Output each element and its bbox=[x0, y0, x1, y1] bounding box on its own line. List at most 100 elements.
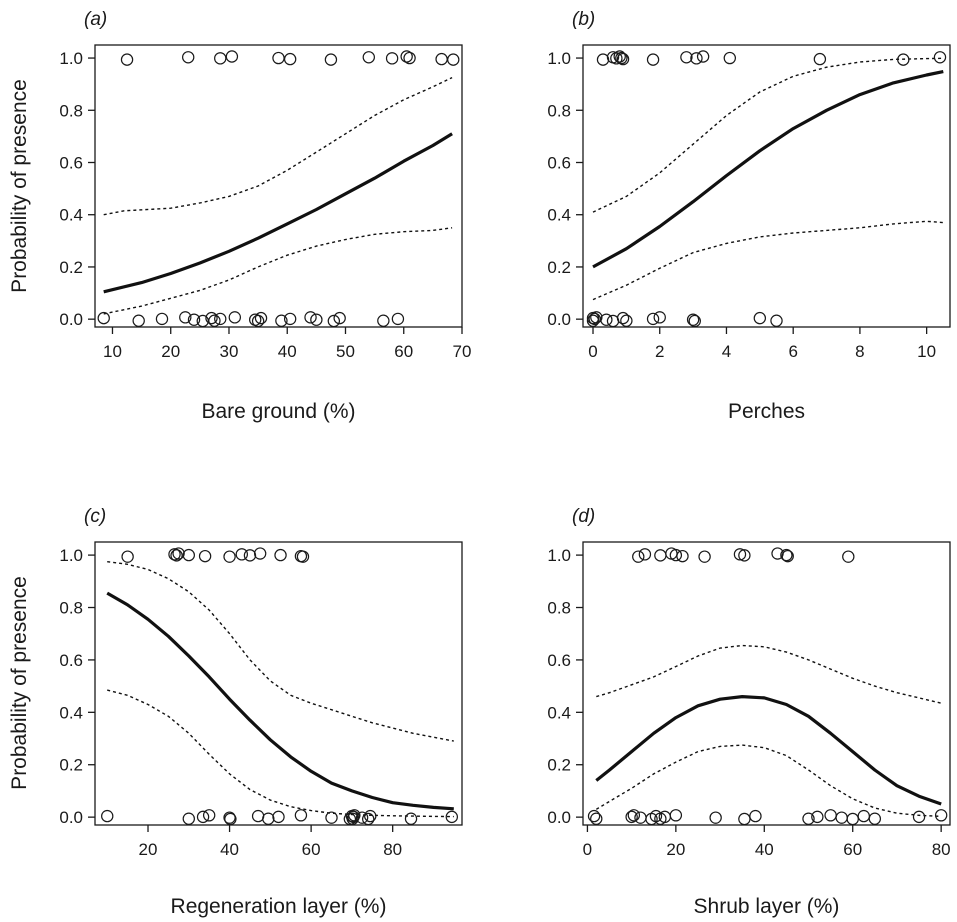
panel-a-presence-point bbox=[214, 52, 227, 65]
panel-d-absence-point bbox=[749, 809, 762, 823]
panel-a-x-tick-label: 10 bbox=[103, 342, 122, 361]
panel-a-y-axis-title: Probability of presence bbox=[8, 79, 31, 293]
panel-c-y-tick-label: 0.4 bbox=[59, 703, 83, 722]
panel-c-presence-point bbox=[170, 549, 183, 562]
panel-b-x-tick-label: 4 bbox=[722, 342, 731, 361]
panel-a-presence-point bbox=[400, 50, 413, 63]
panel-a-presence-point bbox=[120, 53, 134, 66]
panel-b-presence-point bbox=[616, 52, 630, 66]
panel-b-presence-point bbox=[613, 50, 626, 63]
panel-b-absence-point bbox=[770, 314, 783, 327]
panel-a-absence-point bbox=[333, 311, 346, 325]
panel-a: (a) 10 20 30 40 50 60 70 0.0 0.2 0.4 0.6 0.8 1.0 Ba… bbox=[8, 9, 471, 423]
panel-b-ci-lower-line bbox=[592, 220, 944, 301]
panel-c-x-ticks: 20 40 60 80 bbox=[139, 825, 402, 859]
panel-b-absence-point bbox=[616, 311, 630, 325]
panel-d-presence-point bbox=[738, 549, 751, 562]
panel-d-absence-point bbox=[912, 810, 926, 824]
panel-d-absence-point bbox=[625, 810, 638, 824]
panel-a-fitted-curve bbox=[103, 132, 453, 294]
panel-a-x-tick-label: 40 bbox=[278, 342, 297, 361]
panel-a-x-tick-label: 70 bbox=[453, 342, 472, 361]
panel-b-presence-point bbox=[897, 53, 910, 66]
panel-c-absence-point bbox=[362, 812, 375, 826]
panel-a-absence-point bbox=[254, 311, 268, 325]
panel-b-x-tick-label: 10 bbox=[917, 342, 936, 361]
panel-a-absence-point bbox=[155, 312, 169, 326]
panel-d-absence-point bbox=[709, 811, 722, 824]
panel-c-x-tick-label: 60 bbox=[302, 840, 321, 859]
panel-a-absence-point bbox=[304, 311, 317, 324]
panel-b-x-tick-label: 8 bbox=[855, 342, 864, 361]
panel-b-presence-point bbox=[680, 51, 693, 64]
panel-d-presence-point bbox=[733, 548, 747, 561]
panel-d-x-ticks: 0 20 40 60 80 bbox=[583, 825, 951, 859]
panel-a-absence-point bbox=[97, 311, 110, 325]
panel-c-presence-point bbox=[274, 548, 287, 562]
panel-c-absence-point bbox=[404, 812, 418, 825]
panel-b-absence-point bbox=[646, 312, 660, 326]
panel-a-x-tick-label: 50 bbox=[336, 342, 355, 361]
panel-b-y-tick-label: 0.6 bbox=[547, 154, 571, 173]
panel-a-x-tick-label: 30 bbox=[220, 342, 239, 361]
panel-c-y-tick-label: 0.8 bbox=[59, 599, 83, 618]
panel-a-presence-point bbox=[324, 53, 338, 66]
panel-b-presence-point bbox=[646, 53, 660, 66]
panel-d-presence-point bbox=[654, 549, 667, 562]
panel-d-x-tick-label: 80 bbox=[932, 840, 951, 859]
panel-d-absence-point bbox=[846, 812, 859, 826]
panel-d-absence-point bbox=[627, 809, 641, 822]
panel-d-presence-point bbox=[669, 548, 683, 562]
panel-d-presence-point bbox=[698, 550, 711, 563]
panel-b-y-ticks: 0.0 0.2 0.4 0.6 0.8 1.0 bbox=[547, 49, 583, 329]
panel-b-curves bbox=[592, 57, 944, 301]
panel-b-fitted-curve bbox=[592, 70, 944, 269]
panel-d-y-tick-label: 1.0 bbox=[547, 546, 571, 565]
panel-b-y-tick-label: 1.0 bbox=[547, 49, 571, 68]
panel-c-absence-point bbox=[262, 812, 275, 825]
panel-b-y-tick-label: 0.4 bbox=[547, 206, 571, 225]
panel-b-x-tick-label: 2 bbox=[655, 342, 664, 361]
panel-d-absence-point bbox=[824, 809, 837, 822]
panel-c-y-ticks: 0.0 0.2 0.4 0.6 0.8 1.0 bbox=[59, 546, 95, 827]
panel-a-presence-point bbox=[272, 51, 285, 65]
panel-c: (c) 20 40 60 80 0.0 0.2 0.4 0.6 0.8 1.0 Regenera… bbox=[8, 506, 463, 918]
panel-d-absence-point bbox=[934, 809, 948, 822]
panel-d-fitted-curve bbox=[595, 695, 942, 806]
panel-a-absence-point bbox=[251, 314, 265, 328]
panel-a-absence-point bbox=[179, 311, 192, 324]
panel-a-y-tick-label: 0.0 bbox=[59, 310, 83, 329]
panel-d-y-tick-label: 0.0 bbox=[547, 808, 571, 827]
panel-a-points bbox=[97, 50, 460, 328]
panel-d-absence-point bbox=[811, 810, 824, 824]
panel-c-absence-point bbox=[325, 811, 338, 824]
panel-b-absence-point bbox=[600, 313, 613, 326]
panel-b-presence-point bbox=[615, 51, 628, 65]
panel-b-absence-point bbox=[753, 311, 767, 325]
panel-d-absence-point bbox=[868, 812, 882, 825]
panel-b: (b) 0 2 4 6 8 10 0.0 0.2 0.4 0.6 0.8 1.0 Perches bbox=[547, 9, 951, 423]
panel-d-ci-lower-line bbox=[595, 744, 942, 818]
panel-c-presence-point bbox=[182, 548, 195, 562]
panel-a-presence-point bbox=[435, 52, 448, 66]
panel-a-presence-point bbox=[225, 50, 239, 63]
panel-c-y-tick-label: 0.6 bbox=[59, 651, 83, 670]
panel-d-absence-point bbox=[669, 809, 683, 822]
panel-c-presence-point bbox=[172, 547, 185, 560]
panel-c-x-tick-label: 20 bbox=[139, 840, 158, 859]
panel-a-absence-point bbox=[283, 312, 297, 326]
panel-c-presence-point bbox=[296, 550, 310, 563]
panel-c-curves bbox=[106, 561, 454, 818]
panel-c-y-tick-label: 0.0 bbox=[59, 808, 83, 827]
panel-c-absence-point bbox=[182, 812, 195, 825]
panel-d-x-tick-label: 0 bbox=[583, 840, 592, 859]
panel-c-absence-point bbox=[445, 810, 459, 824]
panel-a-absence-point bbox=[310, 313, 323, 326]
panel-b-points bbox=[586, 50, 947, 328]
panel-a-absence-point bbox=[275, 314, 288, 327]
panel-c-y-tick-label: 1.0 bbox=[59, 546, 83, 565]
panel-c-presence-point bbox=[223, 550, 236, 563]
panel-d-y-tick-label: 0.8 bbox=[547, 599, 571, 618]
panel-a-label: (a) bbox=[84, 9, 107, 30]
panel-c-x-axis-title: Regeneration layer (%) bbox=[171, 895, 387, 918]
